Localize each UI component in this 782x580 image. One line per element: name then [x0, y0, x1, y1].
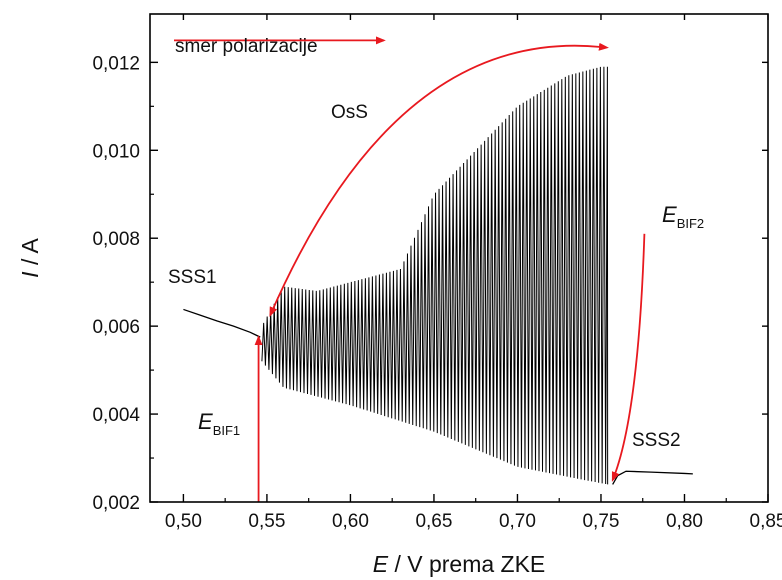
y-axis-rest: / A — [17, 238, 43, 272]
ebif2-sub: BIF2 — [677, 216, 704, 231]
y-tick-label: 0,004 — [92, 405, 140, 426]
direction-label: smer polarizacije — [175, 36, 318, 57]
ebif1-label: EBIF1 — [198, 409, 240, 438]
y-tick-label: 0,012 — [92, 53, 140, 74]
x-tick-label: 0,75 — [582, 511, 619, 532]
oss-arrow — [269, 42, 609, 317]
ebif2-arrow — [611, 233, 646, 482]
x-axis-rest: / V prema ZKE — [388, 551, 545, 577]
sss1-curve — [183, 308, 261, 338]
ebif2-label: EBIF2 — [662, 202, 704, 231]
x-axis-title: E / V prema ZKE — [373, 551, 546, 577]
ebif1-main: E — [198, 409, 213, 434]
plot-frame — [149, 13, 769, 503]
y-tick-label: 0,006 — [92, 317, 140, 338]
x-tick-label: 0,60 — [332, 511, 369, 532]
oscillation-curve — [261, 66, 609, 485]
ebif2-main: E — [662, 202, 677, 227]
ebif1-sub: BIF1 — [213, 423, 240, 438]
y-tick-label: 0,008 — [92, 229, 140, 250]
annotations — [174, 36, 646, 502]
sss2-curve — [612, 470, 693, 485]
x-tick-label: 0,70 — [499, 511, 536, 532]
axes-ticks: 0,50 0,55 0,60 0,65 0,70 0,75 0,80 0,85 0,002 0,0… — [92, 14, 782, 532]
y-tick-label: 0,002 — [92, 493, 140, 514]
x-tick-label: 0,50 — [165, 511, 202, 532]
x-tick-label: 0,80 — [666, 511, 703, 532]
sss1-label: SSS1 — [168, 267, 217, 288]
plot-data — [183, 66, 693, 485]
y-axis-title: I / A — [17, 238, 43, 278]
y-tick-label: 0,010 — [92, 141, 140, 162]
x-axis-var: E — [373, 551, 389, 577]
x-tick-label: 0,85 — [750, 511, 782, 532]
oss-label: OsS — [331, 102, 368, 123]
x-tick-label: 0,55 — [248, 511, 285, 532]
sss2-label: SSS2 — [632, 430, 681, 451]
y-axis-var: I — [17, 271, 43, 278]
x-tick-label: 0,65 — [415, 511, 452, 532]
